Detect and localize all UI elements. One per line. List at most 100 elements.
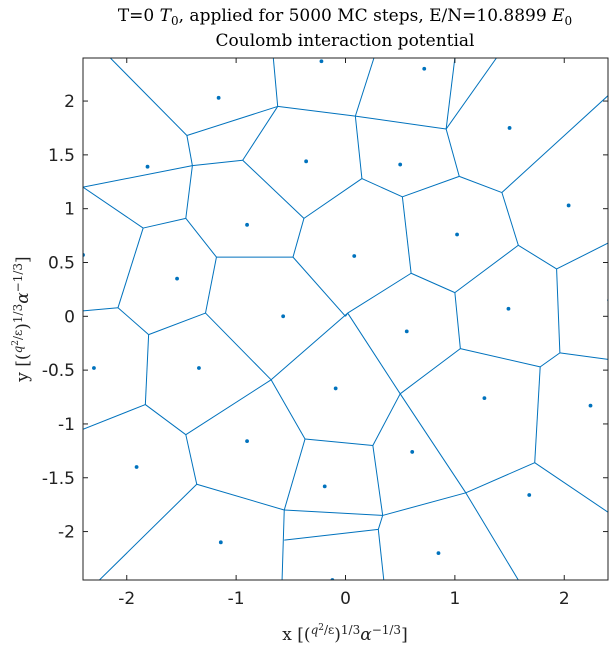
particle-point [218,540,223,545]
voronoi-edge [196,483,285,511]
voronoi-edge [399,393,467,494]
voronoi-edge [459,175,503,194]
voronoi-edge [83,307,119,312]
voronoi-edge [465,462,535,494]
particle-point [482,396,487,401]
y-tick-label: 1 [64,200,75,220]
voronoi-edge [556,242,608,270]
voronoi-edge [445,58,497,130]
voronoi-edge [109,58,188,136]
voronoi-edge [83,404,146,430]
chart-title-line-2: Coulomb interaction potential [216,31,475,51]
chart-title-line-1: T=0 T0, applied for 5000 MC steps, E/N=1… [118,6,572,28]
voronoi-edge [501,95,608,193]
particle-point [398,162,403,167]
y-tick-label: -1.5 [42,469,75,489]
x-tick-label: 2 [559,589,570,609]
particle-point [322,484,327,489]
voronoi-edge [345,312,349,317]
particle-point [145,164,150,169]
y-tick-label: -0.5 [42,361,75,381]
particle-point [422,66,427,71]
voronoi-edge [372,393,401,446]
particle-point [410,450,415,454]
y-tick-label: 2 [64,92,75,112]
voronoi-edge [205,312,272,381]
voronoi-edge [377,529,385,580]
y-axis-label: y [(q2/ε)1/3α−1/3] [11,256,33,382]
voronoi-edge [355,115,447,130]
particle-point [281,314,286,319]
particle-point [352,254,357,258]
voronoi-edge [445,128,460,177]
voronoi-edge [501,192,519,246]
voronoi-edge [284,509,383,516]
particle-point [333,386,338,391]
particle-point [197,366,201,370]
y-tick-label: -2 [58,523,75,543]
y-tick-label: -1 [58,415,75,435]
x-tick-label: -1 [228,589,245,609]
particle-point [506,306,511,311]
voronoi-edge [277,105,356,117]
voronoi-edge [185,218,217,258]
voronoi-edge [534,462,608,513]
voronoi-edge [445,58,456,130]
particle-point [319,59,324,64]
voronoi-edge [242,106,279,161]
voronoi-edge [117,307,149,335]
particle-point [175,276,179,281]
voronoi-edge [377,515,384,530]
voronoi-edge [534,366,541,463]
particle-point [245,439,249,444]
axes-frame [82,57,609,581]
voronoi-edge [303,178,363,219]
voronoi-edge [347,272,412,314]
particle-point [527,493,532,497]
voronoi-edge [465,492,519,580]
voronoi-edge [460,348,541,368]
particle-point [455,232,459,237]
voronoi-edge [518,244,557,270]
voronoi-edge [144,334,150,405]
voronoi-edge [185,434,198,485]
voronoi-edge [556,268,561,353]
x-axis-label: x [(q2/ε)1/3α−1/3] [282,623,407,645]
voronoi-edge [399,348,461,395]
particle-points [83,59,608,580]
voronoi-edge [270,379,306,440]
voronoi-edge [292,256,346,317]
voronoi-edge [354,116,363,179]
particle-point [507,126,512,130]
voronoi-edge [83,165,193,188]
voronoi-edge [292,218,305,258]
voronoi-edge [117,227,144,308]
voronoi-edge [354,58,375,117]
particle-point [216,95,221,100]
particle-point [404,329,409,334]
voronoi-edge [242,159,305,219]
x-tick-label: 1 [449,589,460,609]
y-tick-label: 0.5 [48,253,75,273]
voronoi-edge [148,312,206,336]
particle-point [92,366,96,370]
voronoi-edge [270,312,349,381]
voronoi-edge [402,175,460,198]
voronoi-edge [83,186,144,229]
y-tick-label: 0 [64,307,75,327]
voronoi-edge [185,379,272,436]
voronoi-edge [283,438,306,511]
voronoi-edge [143,217,186,229]
voronoi-edge [192,159,243,167]
particle-point [304,159,309,164]
voronoi-edge [559,352,608,360]
particle-point [245,222,249,227]
particle-point [436,551,441,555]
voronoi-edge [401,196,412,274]
x-tick-label: 0 [340,589,351,609]
particle-point [134,465,139,469]
voronoi-edge [185,165,193,219]
voronoi-edge [382,492,466,516]
y-axis-ticks: 2 1.5 1 0.5 0 -0.5 -1 -1.5 -2 [42,92,608,543]
